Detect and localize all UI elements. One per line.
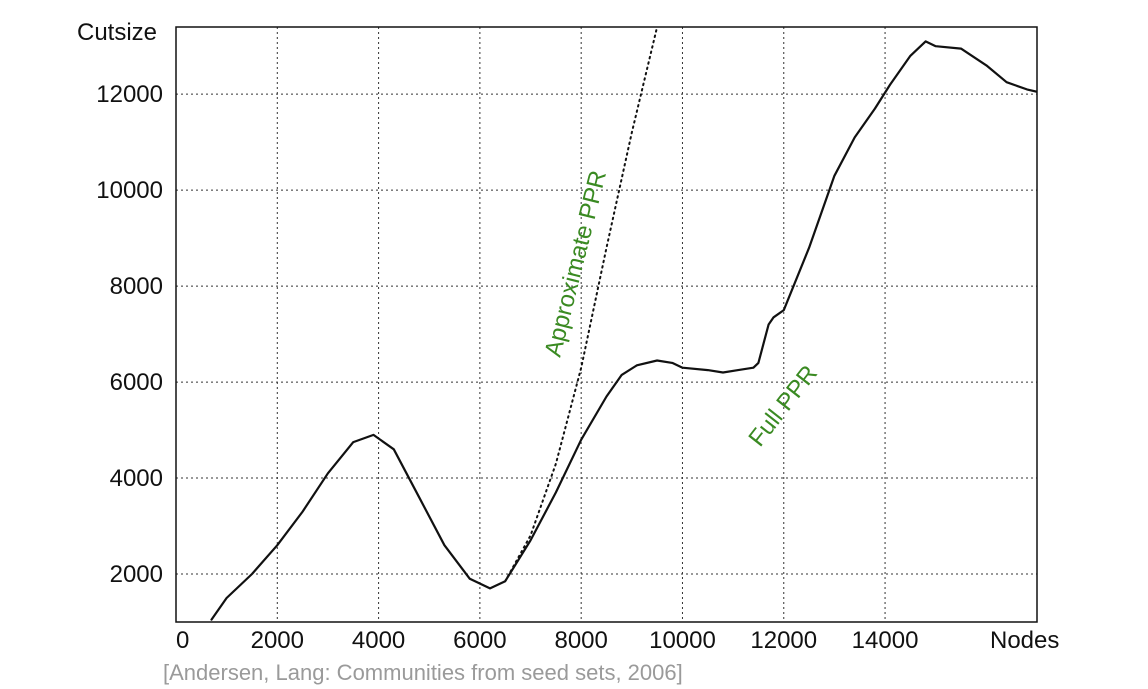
y-tick-label: 6000 <box>110 369 163 396</box>
x-tick-label: 8000 <box>554 627 607 654</box>
x-tick-label: 12000 <box>750 627 817 654</box>
source-caption: [Andersen, Lang: Communities from seed s… <box>163 660 683 685</box>
series-line-full-ppr <box>210 40 1037 621</box>
x-tick-label: 6000 <box>453 627 506 654</box>
x-tick-label: 14000 <box>852 627 919 654</box>
x-tick-label: 2000 <box>251 627 304 654</box>
y-axis-title: Cutsize <box>77 19 157 46</box>
y-tick-label: 12000 <box>96 81 163 108</box>
y-tick-label: 2000 <box>110 561 163 588</box>
tick-labels: 0 2000 4000 6000 8000 10000 12000 14000 2000 4000… <box>96 81 918 654</box>
x-tick-label: 10000 <box>649 627 716 654</box>
plot-frame <box>175 26 1038 623</box>
series-lines <box>210 27 1037 621</box>
grid <box>176 27 1037 622</box>
y-tick-label: 4000 <box>110 465 163 492</box>
y-tick-label: 8000 <box>110 273 163 300</box>
y-tick-label: 10000 <box>96 177 163 204</box>
x-axis-title: Nodes <box>990 627 1059 654</box>
annotation-full-ppr: Full PPR <box>743 360 823 451</box>
annotation-approximate-ppr: Approximate PPR <box>540 168 612 360</box>
x-tick-label: 4000 <box>352 627 405 654</box>
x-tick-label: 0 <box>176 627 189 654</box>
series-line-approximate-ppr <box>504 27 659 583</box>
